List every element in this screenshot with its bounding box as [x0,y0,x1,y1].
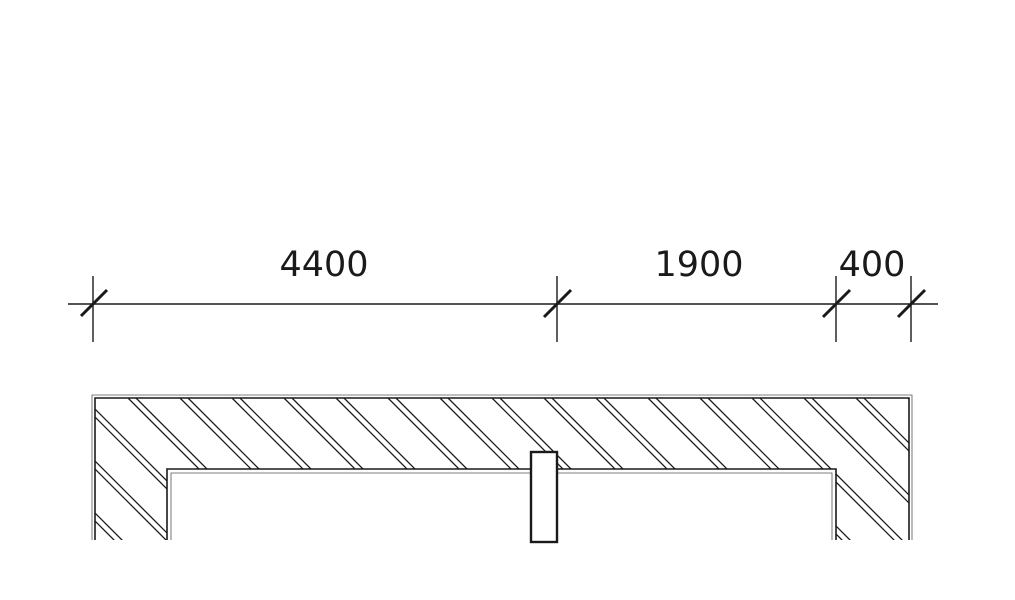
hatch-line [0,398,78,548]
hatch-line [95,398,123,540]
hatch-line [960,398,1015,548]
hatch-line [0,398,70,548]
tick-mark [79,288,109,318]
dimension-label-400: 400 [839,245,906,285]
partition-outline [529,450,559,544]
partition-wall [529,450,559,544]
hatch-line [811,398,909,540]
tick-mark [821,288,852,319]
dimension-label-1900: 1900 [654,245,743,285]
hatch-line [855,398,909,540]
dimension-chain [68,276,938,342]
hatch-line [916,398,1015,548]
dimension-label-4400: 4400 [279,245,368,285]
tick-mark [896,288,927,319]
hatch-line [95,398,175,540]
hatch-line [968,398,1015,548]
wall-inner-outline [166,468,837,540]
tick-mark [542,288,573,319]
hatch-line [95,398,131,540]
wall-section [0,394,1015,548]
wall-outer-offset [91,394,913,540]
hatch-line [907,398,909,540]
wall-inner-offset [170,472,833,540]
hatch-line [95,398,183,540]
hatch-line [863,398,909,540]
hatch-line [803,398,909,540]
